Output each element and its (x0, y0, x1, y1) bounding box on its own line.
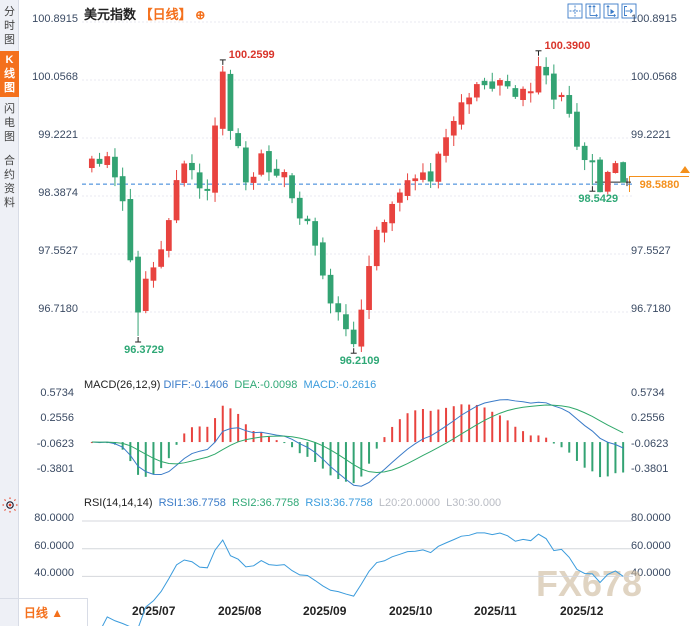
svg-text:100.3900: 100.3900 (545, 40, 591, 52)
svg-text:96.3729: 96.3729 (124, 344, 164, 356)
svg-text:98.5429: 98.5429 (578, 193, 618, 205)
svg-text:100.2599: 100.2599 (229, 49, 275, 61)
svg-text:96.2109: 96.2109 (340, 355, 380, 367)
